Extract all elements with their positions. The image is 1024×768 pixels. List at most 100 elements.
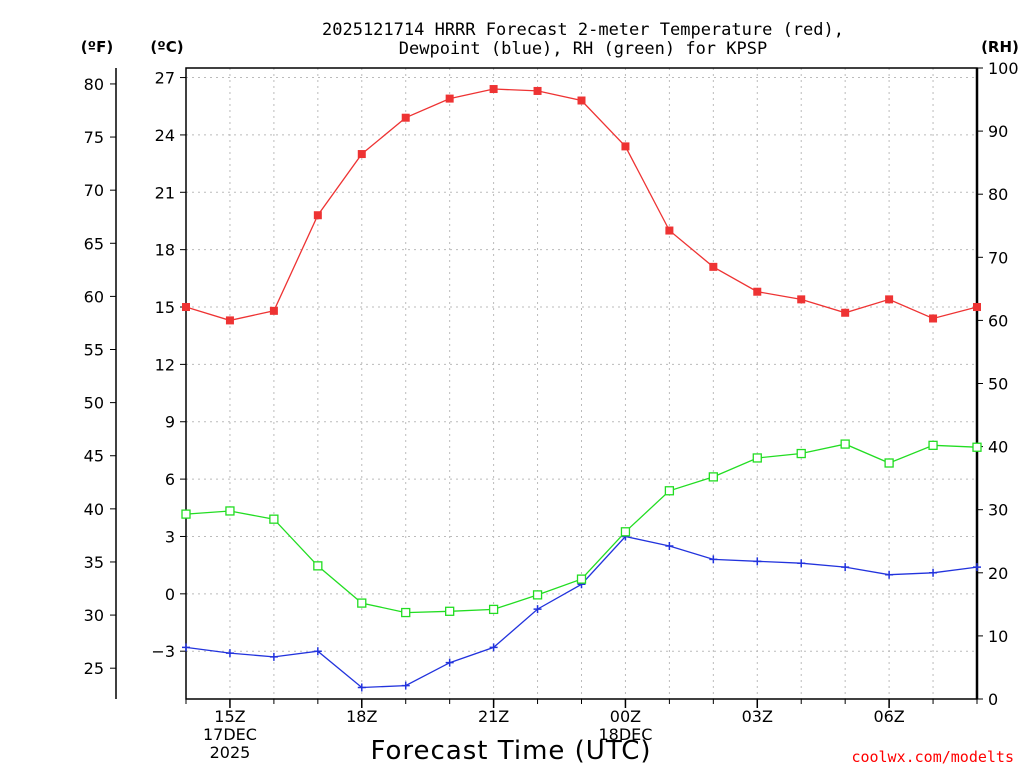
celsius-tick-label: 21 [155,183,175,202]
rh-tick-label: 90 [988,122,1008,141]
plot-frame [185,67,978,700]
x-axis-label: Forecast Time (UTC) [370,736,651,766]
x-tick-label: 03Z [742,707,773,726]
temperature-point [709,262,718,271]
rh-point [445,606,455,616]
rh-point [972,442,982,452]
temperature-point [841,308,850,317]
celsius-tick-label: 9 [165,413,175,432]
series-layer [181,85,982,692]
temperature-point [445,94,454,103]
rh-point [532,590,543,600]
grid-lines [186,68,977,699]
rh-point [752,453,762,463]
dewpoint-point [269,652,278,661]
rh-point [181,509,191,519]
fahrenheit-tick-label: 70 [84,181,104,200]
chart-title-line1: 2025121714 HRRR Forecast 2-meter Tempera… [322,20,844,40]
fahrenheit-tick-label: 55 [84,341,104,360]
axes: −3 0 3 6 9 12 15 18 21 24 27 25 30 35 40 45 50 55 60 65 70 75… [84,59,1019,762]
rh-point [576,574,587,584]
temperature-point [269,306,278,315]
rh-point [269,514,279,524]
rh-point [840,439,850,449]
rh-tick-label: 40 [988,438,1008,457]
dewpoint-point [489,643,498,652]
dewpoint-series-line [185,535,978,689]
x-tick-label: 18DEC [598,725,652,744]
rh-tick-label: 0 [988,690,998,709]
rh-point [620,527,631,537]
credit-text: coolwx.com/modelts [851,748,1014,766]
rh-point [225,506,235,516]
dewpoint-point [445,658,454,667]
celsius-tick-label: 3 [165,527,175,546]
dewpoint-point [401,681,410,690]
temperature-point [401,113,410,122]
celsius-tick-label: 6 [165,470,175,489]
celsius-tick-label: 18 [155,241,175,260]
fahrenheit-tick-label: 25 [84,659,104,678]
temperature-point [182,303,190,312]
x-tick-label: 17DEC [203,725,257,744]
rh-point [401,607,411,618]
temperature-point [929,314,938,323]
dewpoint-point [225,649,234,658]
dewpoint-point [709,555,718,564]
temperature-point [797,295,806,304]
x-tick-label: 21Z [478,707,509,726]
temperature-point [313,211,322,220]
rh-tick-label: 80 [988,185,1008,204]
dewpoint-point [533,605,542,614]
fahrenheit-tick-label: 80 [84,75,104,94]
fahrenheit-tick-label: 30 [84,606,104,625]
rh-point [708,472,718,482]
dewpoint-point [885,570,894,579]
celsius-tick-label: 12 [155,355,175,374]
temperature-point [885,295,894,304]
temperature-point [753,287,762,296]
chart-title-line2: Dewpoint (blue), RH (green) for KPSP [399,39,767,59]
x-tick-label: 06Z [873,707,904,726]
temperature-point [533,86,542,95]
dewpoint-point [929,568,938,577]
temperature-point [357,150,366,159]
rh-tick-label: 20 [988,564,1008,583]
x-tick-label: 18Z [346,707,377,726]
celsius-tick-label: 27 [155,69,175,88]
rh-tick-label: 60 [988,311,1008,330]
dewpoint-point [665,542,674,551]
temperature-point [665,226,674,235]
fahrenheit-tick-label: 35 [84,553,104,572]
x-tick-label: 2025 [210,743,251,762]
fahrenheit-tick-label: 60 [84,287,104,306]
celsius-tick-label: −3 [151,642,175,661]
rh-point [928,440,938,450]
dewpoint-point [313,647,322,656]
rh-point [313,561,323,571]
fahrenheit-unit-label: (ºF) [81,38,113,56]
temperature-point [489,85,498,94]
rh-unit-label: (RH) [981,38,1019,56]
x-tick-label: 15Z [214,707,245,726]
celsius-tick-label: 15 [155,298,175,317]
rh-point [664,486,675,496]
dewpoint-point [753,557,762,566]
dewpoint-point [973,563,981,572]
rh-tick-label: 10 [988,627,1008,646]
fahrenheit-tick-label: 45 [84,447,104,466]
fahrenheit-tick-label: 65 [84,234,104,253]
rh-point [357,598,367,608]
rh-point [884,458,894,468]
rh-tick-label: 50 [988,375,1008,394]
dewpoint-point [797,559,806,568]
temperature-point [577,96,586,105]
fahrenheit-tick-label: 40 [84,500,104,519]
temperature-point [621,142,630,151]
x-tick-label: 00Z [610,707,641,726]
temperature-point [225,316,234,325]
temperature-point [973,303,981,312]
dewpoint-point [841,563,850,572]
rh-tick-label: 100 [988,59,1019,78]
